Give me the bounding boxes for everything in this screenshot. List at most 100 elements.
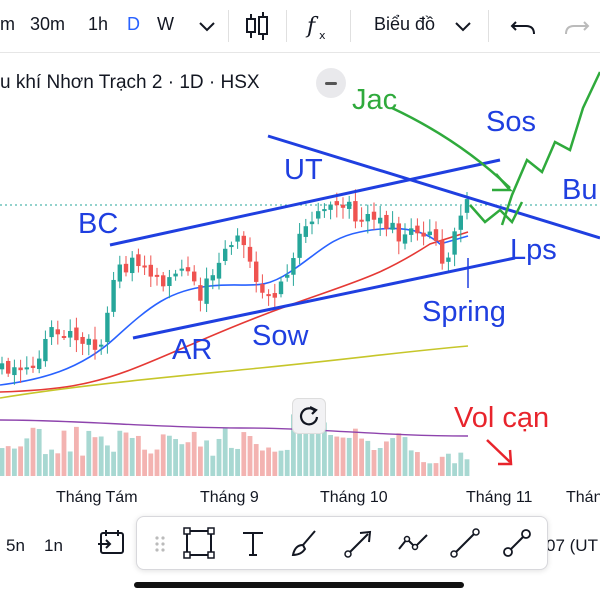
time-axis-label: Thán	[566, 489, 600, 506]
candle-body	[396, 223, 401, 242]
drag-handle-icon[interactable]	[143, 525, 179, 561]
volume-bar	[210, 455, 216, 476]
volume-bar	[191, 431, 197, 476]
volume-bar	[43, 454, 48, 476]
candlestick-icon[interactable]	[240, 8, 274, 44]
toolbar-divider	[286, 10, 287, 42]
candle-body	[198, 285, 203, 301]
collapse-legend-button[interactable]	[316, 68, 346, 98]
volume-bar	[433, 463, 439, 476]
candle-body	[0, 363, 5, 370]
annotation-bu: Bu	[562, 174, 598, 206]
time-axis-label: Tháng Tám	[56, 489, 138, 506]
volume-bar	[30, 427, 36, 476]
vol-arrow	[486, 439, 511, 463]
volume-bar	[303, 415, 309, 476]
volume-bar	[297, 405, 302, 476]
candlesticks	[0, 189, 470, 385]
volume-bar	[173, 439, 178, 476]
reset-chart-button[interactable]	[292, 398, 326, 434]
calendar-goto-date-icon[interactable]	[96, 528, 128, 558]
volume-bar	[340, 437, 346, 476]
volume-bar	[167, 435, 172, 476]
volume-bar	[458, 452, 464, 476]
volume-bar	[371, 449, 377, 476]
candle-body	[272, 293, 277, 298]
interval-30m[interactable]: 30m	[30, 14, 66, 34]
candle-body	[260, 284, 265, 293]
volume-bar	[446, 453, 451, 476]
candle-body	[378, 217, 383, 224]
volume-bar	[148, 453, 154, 476]
brush-tool-icon[interactable]	[287, 525, 323, 561]
chevron-down-icon[interactable]	[446, 8, 480, 44]
volume-bar	[12, 448, 17, 476]
candle-body	[365, 214, 370, 222]
candle-body	[297, 233, 302, 258]
time-axis-label: Tháng 10	[320, 489, 388, 506]
candle-body	[92, 339, 98, 350]
interval-1n[interactable]: 1n	[44, 536, 63, 555]
candle-body	[18, 367, 23, 371]
volume-bar	[315, 421, 321, 476]
candle-body	[254, 261, 259, 282]
volume-bar	[0, 448, 5, 476]
candle-body	[241, 235, 246, 246]
volume-bar	[396, 433, 402, 476]
drawings	[109, 71, 600, 466]
candle-body	[316, 211, 321, 219]
volume-bar	[136, 435, 141, 476]
candle-body	[347, 201, 352, 209]
indicators-fx-icon[interactable]: f x	[302, 8, 336, 44]
candle-body	[458, 215, 463, 230]
candle-body	[384, 214, 389, 230]
chevron-down-icon[interactable]	[190, 8, 224, 44]
candle-body	[117, 264, 122, 282]
jac-arrowhead	[492, 173, 513, 192]
interval-1h[interactable]: 1h	[88, 14, 109, 34]
candle-body	[74, 327, 79, 341]
candle-body	[278, 281, 284, 295]
timezone-label[interactable]: 07 (UT	[546, 536, 598, 555]
volume-bar	[359, 438, 364, 476]
interval-day[interactable]: D	[127, 14, 140, 34]
arrow-tool-icon[interactable]	[341, 525, 377, 561]
candle-body	[142, 265, 147, 268]
time-axis-label: Tháng 11	[466, 489, 533, 506]
candle-body	[37, 358, 42, 370]
candle-body	[55, 329, 60, 335]
undo-icon[interactable]	[506, 8, 540, 44]
candle-body	[123, 263, 129, 273]
time-axis[interactable]: Tháng Tám Tháng 9 Tháng 10 Tháng 11 Thán	[0, 480, 600, 514]
rectangle-tool-icon[interactable]	[181, 525, 217, 561]
candle-body	[173, 273, 178, 277]
chart-type-dropdown[interactable]: Biểu đồ	[374, 14, 436, 34]
volume-bars	[0, 405, 470, 476]
ma-fast-line	[0, 227, 469, 386]
interval-minutes-partial[interactable]: m	[0, 14, 15, 34]
interval-week[interactable]: W	[157, 14, 174, 34]
interval-5n[interactable]: 5n	[6, 536, 25, 555]
volume-bar	[61, 430, 67, 476]
channel-upper-line	[109, 158, 501, 247]
text-tool-icon[interactable]	[235, 525, 271, 561]
path-tool-icon[interactable]	[395, 525, 431, 561]
ma-mid-line	[0, 231, 469, 393]
candle-body	[440, 240, 445, 264]
redo-icon[interactable]	[560, 8, 594, 44]
ma-slow-line	[0, 345, 469, 399]
candle-body	[427, 231, 432, 236]
candle-body	[68, 330, 73, 338]
symbol-legend-title[interactable]: u khí Nhơn Trạch 2 · 1D · HSX	[0, 72, 260, 93]
candle-body	[353, 201, 358, 222]
price-chart[interactable]	[0, 52, 600, 480]
candle-body	[452, 231, 457, 255]
ray-tool-icon[interactable]	[499, 525, 535, 561]
trend-line-tool-icon[interactable]	[447, 525, 483, 561]
annotation-spring: Spring	[422, 296, 506, 328]
volume-bar	[334, 436, 340, 476]
volume-bar	[67, 451, 73, 476]
candle-body	[105, 312, 110, 343]
candle-body	[464, 199, 470, 213]
candle-body	[421, 232, 426, 237]
